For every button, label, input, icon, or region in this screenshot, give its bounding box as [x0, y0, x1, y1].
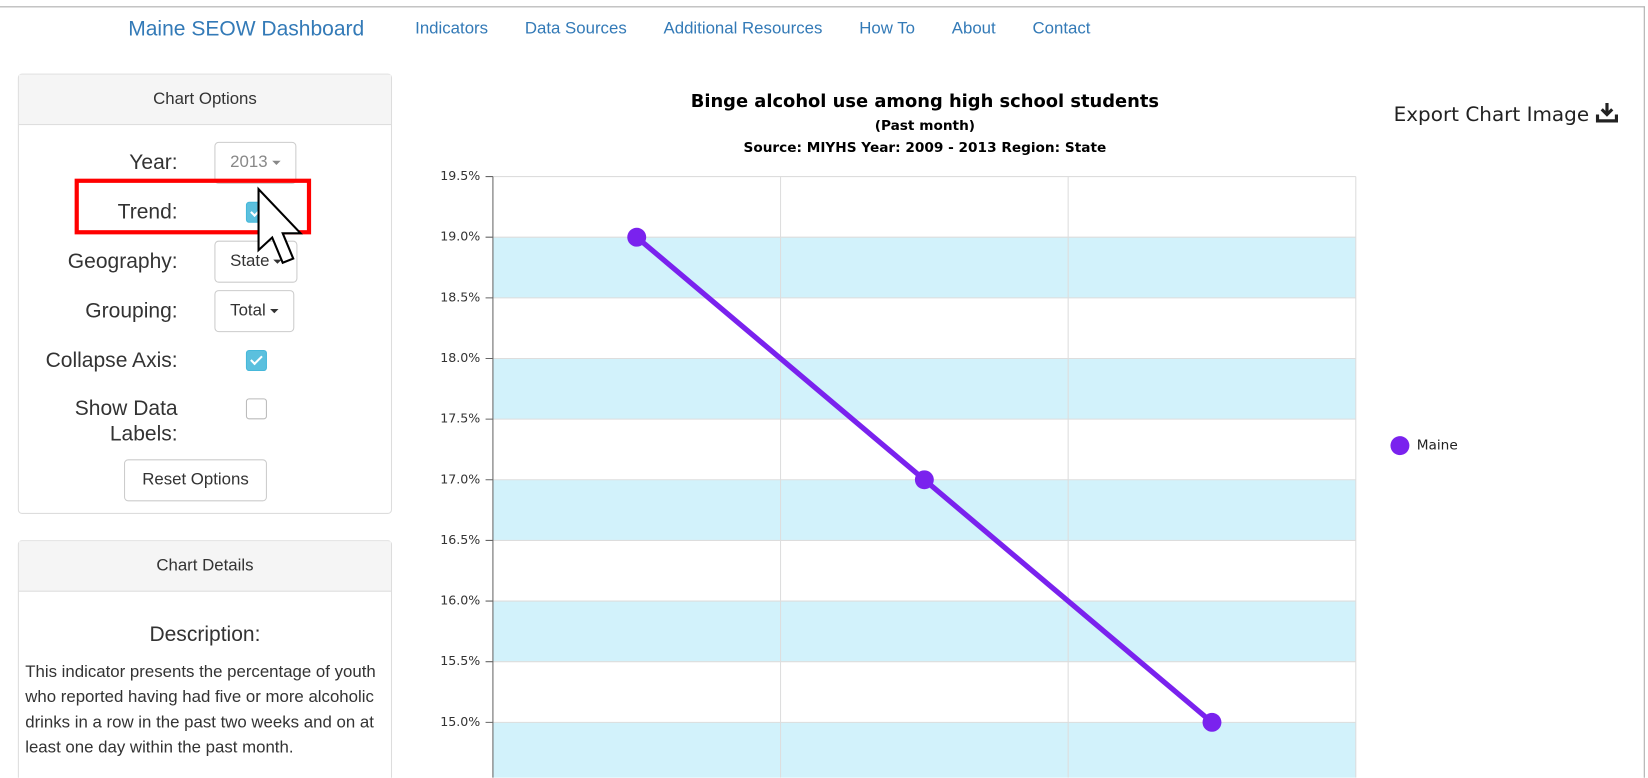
chart-options-panel: Chart Options Reset Options Year: 2013 Tre…	[17, 73, 393, 514]
nav-link[interactable]: Indicators	[415, 19, 489, 38]
nav-links: Indicators Data Sources Additional Resourc…	[415, 20, 1090, 39]
brand[interactable]: Maine SEOW Dashboard	[128, 17, 365, 41]
y-tick-label: 16.0%	[440, 593, 480, 608]
nav-link[interactable]: How To	[859, 19, 915, 38]
caret	[271, 160, 281, 165]
plot-band	[492, 237, 1356, 298]
point	[627, 227, 647, 247]
y-tick-label: 18.0%	[440, 350, 480, 365]
dropdown-value: Total	[230, 301, 266, 320]
plot-band	[492, 297, 1356, 359]
panel-header: Chart Details	[18, 541, 391, 592]
y-tick-label: 16.5%	[440, 532, 480, 547]
y-tick-label: 19.0%	[440, 229, 480, 244]
plot-band	[492, 176, 1356, 238]
plot-band	[492, 722, 1356, 778]
point	[914, 470, 934, 490]
chart-subtitle: (Past month)	[875, 118, 975, 134]
field-label: Show Data Labels:	[74, 397, 178, 446]
chart-details-panel: Chart Details Description: This indicato…	[17, 540, 393, 778]
chart-title: Binge alcohol use among high school stud…	[691, 91, 1159, 112]
field-label: Geography:	[67, 250, 178, 274]
legend-label: Maine	[1417, 438, 1458, 454]
plot-band	[492, 661, 1356, 723]
plot-band	[492, 601, 1356, 662]
legend-marker	[1390, 436, 1410, 456]
y-tick-label: 15.5%	[440, 653, 480, 668]
nav-link[interactable]: Contact	[1032, 19, 1091, 38]
export-button[interactable]: Export Chart Image	[1394, 102, 1619, 126]
y-tick-label: 17.0%	[440, 471, 480, 486]
dropdown[interactable]: Total	[214, 290, 295, 333]
plot-band	[492, 540, 1356, 602]
description-heading: Description:	[149, 623, 261, 647]
field-label: Year:	[129, 151, 178, 175]
download-icon	[1595, 102, 1619, 123]
plot-band	[492, 419, 1356, 480]
field-label: Trend:	[117, 200, 178, 224]
point	[1202, 712, 1222, 732]
description-text: This indicator presents the percentage o…	[25, 663, 376, 757]
nav-link[interactable]: Additional Resources	[663, 19, 823, 38]
caret	[269, 308, 279, 313]
frame	[0, 6, 1645, 778]
plot-band	[492, 358, 1356, 420]
y-tick-label: 18.5%	[440, 289, 480, 304]
y-tick-label: 19.5%	[440, 168, 480, 183]
y-tick-label: 17.5%	[440, 411, 480, 426]
checkbox[interactable]	[245, 349, 267, 372]
export-label: Export Chart Image	[1393, 102, 1590, 127]
chart-source: Source: MIYHS Year: 2009 - 2013 Region: …	[743, 140, 1106, 156]
nav-link[interactable]: Data Sources	[524, 19, 627, 38]
checkbox[interactable]	[245, 398, 267, 420]
chart: Binge alcohol use among high school stud…	[440, 91, 1458, 778]
nav-link[interactable]: About	[951, 19, 996, 38]
field-label: Grouping:	[85, 299, 178, 323]
dropdown-value: State	[230, 252, 270, 271]
y-tick-label: 15.0%	[440, 714, 480, 729]
dropdown[interactable]: 2013	[214, 141, 296, 184]
field-label: Collapse Axis:	[45, 348, 178, 373]
highlight-box	[74, 178, 312, 235]
panel-header: Chart Options	[18, 74, 391, 126]
plot-band	[492, 479, 1356, 541]
dropdown-value: 2013	[230, 153, 268, 172]
caret	[273, 259, 283, 264]
reset-button[interactable]: Reset Options	[124, 459, 267, 502]
mouse-cursor	[257, 186, 304, 265]
